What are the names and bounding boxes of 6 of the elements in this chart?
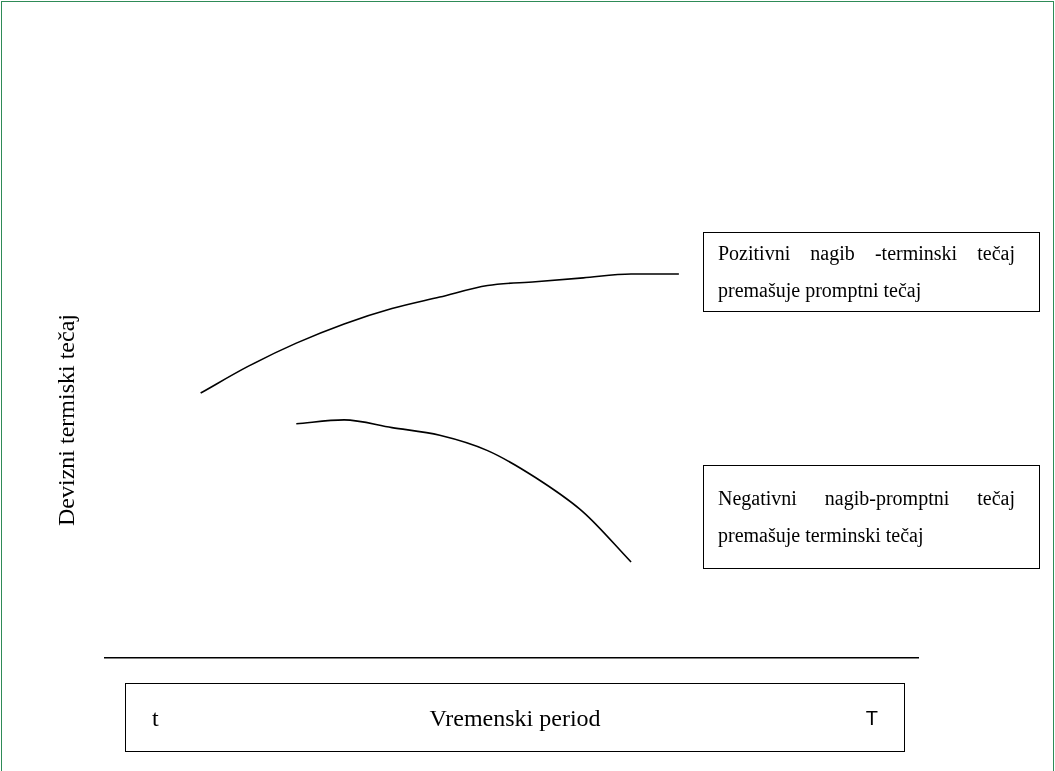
text: t xyxy=(152,704,159,731)
text-box: Pozitivni nagib -terminski tečaj premašuje promptni tečaj xyxy=(703,232,1040,312)
y-axis-title: Devizni termiski tečaj xyxy=(52,314,80,526)
text-box: Negativni nagib-promptni tečaj premašuje terminski tečaj xyxy=(703,465,1040,569)
x-axis-title: Vremenski period xyxy=(429,704,601,731)
text: T xyxy=(865,706,878,729)
